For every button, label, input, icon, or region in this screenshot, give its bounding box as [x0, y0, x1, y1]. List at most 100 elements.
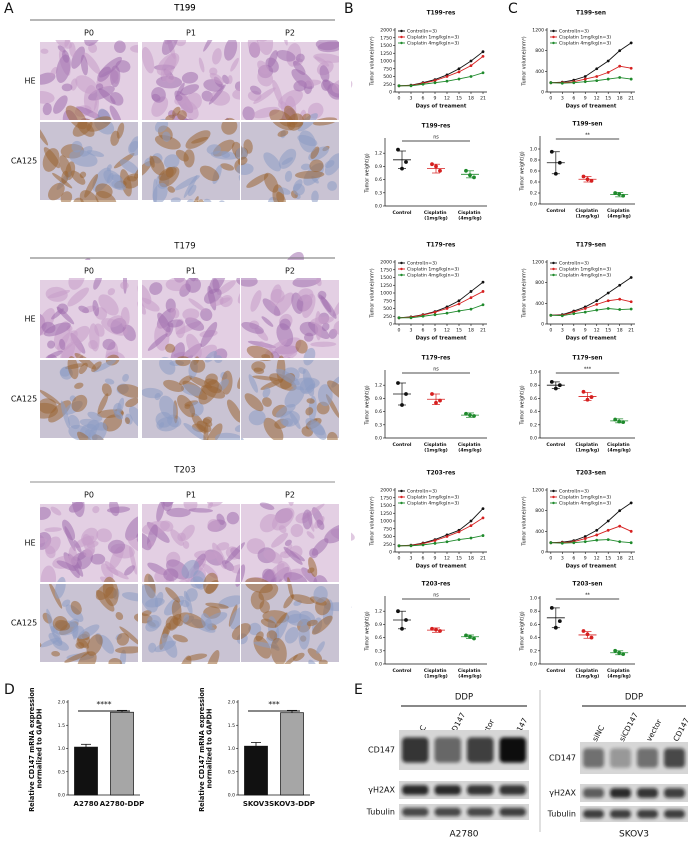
y-tick-label: 0.6	[375, 409, 382, 415]
chart-title: T179-sen	[573, 356, 603, 362]
x-tick-label: 18	[468, 96, 474, 102]
tissue-texture	[165, 277, 189, 292]
tissue-texture	[107, 288, 116, 296]
data-point	[629, 66, 633, 70]
y-tick-label: 0	[541, 90, 544, 96]
tissue-texture	[92, 506, 100, 514]
series-line	[550, 525, 632, 544]
bar	[280, 712, 304, 796]
series-line	[398, 517, 484, 547]
series-line	[550, 502, 632, 544]
x-tick-label: 6	[572, 96, 575, 102]
tissue-texture	[92, 300, 100, 317]
data-point	[629, 541, 633, 545]
data-point	[581, 389, 586, 394]
tissue-texture	[293, 80, 307, 92]
y-axis-label: Tumor weight(g)	[365, 385, 371, 425]
tissue-texture	[95, 589, 115, 612]
tissue-texture	[64, 526, 76, 552]
x-tick-label: SKOV3	[243, 800, 269, 808]
data-point	[549, 380, 554, 384]
tissue-texture	[285, 610, 302, 624]
tissue-texture	[119, 159, 140, 174]
y-tick-label: 1750	[380, 495, 392, 501]
blot-band	[467, 785, 494, 795]
tissue-texture	[165, 114, 175, 122]
tissue-texture	[315, 277, 322, 287]
tissue-texture	[60, 191, 73, 205]
data-point	[595, 75, 599, 78]
data-point	[613, 191, 618, 195]
tissue-texture	[271, 532, 289, 548]
tissue-texture	[70, 600, 82, 615]
tissue-texture	[227, 75, 233, 85]
data-point	[481, 71, 485, 75]
tissue-texture	[290, 523, 304, 538]
y-tick-label: 2000	[380, 260, 392, 266]
tissue-texture	[174, 175, 200, 191]
tissue-texture	[47, 340, 56, 349]
series-line	[550, 77, 632, 84]
x-tick-label: 3	[410, 328, 413, 334]
tissue-texture	[188, 298, 206, 312]
data-point	[457, 77, 461, 81]
x-tick-label: 21	[628, 556, 634, 562]
x-tick-label: Control	[546, 442, 565, 448]
tissue-texture	[316, 641, 325, 654]
x-axis-label: Days of treament	[416, 104, 467, 110]
x-tick-label: 9	[584, 96, 587, 102]
tissue-texture	[263, 152, 282, 172]
column-label: P1	[186, 267, 196, 276]
tissue-texture	[221, 560, 235, 572]
blot-background	[399, 804, 529, 820]
blot-band	[583, 788, 604, 798]
tissue-texture	[165, 587, 181, 603]
tissue-texture	[175, 94, 183, 101]
x-tick-label: 6	[572, 328, 575, 334]
y-tick-label: 0.6	[375, 635, 382, 641]
tissue-texture	[177, 394, 196, 418]
tissue-texture	[270, 288, 285, 303]
tissue-texture	[95, 183, 113, 199]
tissue-texture	[307, 648, 323, 662]
tissue-texture	[61, 170, 69, 184]
data-point	[595, 308, 599, 312]
tissue-texture	[149, 155, 165, 176]
data-point	[469, 307, 473, 311]
x-tick-label: 6	[572, 556, 575, 562]
y-label-group: Tumor volume(mm³)	[522, 268, 528, 318]
tissue-texture	[167, 186, 176, 193]
lane-label: siNC	[590, 724, 606, 743]
y-tick-label: 0	[389, 550, 392, 556]
blot-band	[402, 807, 429, 817]
tissue-texture	[221, 117, 238, 135]
tissue-texture	[158, 166, 177, 181]
tissue-texture	[72, 623, 79, 640]
tissue-texture	[201, 90, 213, 102]
data-point	[629, 300, 633, 304]
column-label: P2	[285, 491, 295, 500]
tissue-texture	[45, 545, 56, 559]
tissue-texture	[282, 417, 294, 427]
y-axis-label: Tumor volume(mm³)	[370, 496, 376, 546]
tissue-texture	[86, 634, 103, 656]
data-point	[481, 54, 485, 58]
tissue-texture	[218, 595, 244, 608]
series-line	[550, 65, 632, 84]
treatment-label: DDP	[455, 693, 473, 703]
tissue-texture	[156, 52, 180, 76]
y-axis-label: Tumor volume(mm³)	[370, 36, 376, 86]
tissue-texture	[53, 95, 68, 114]
y-axis-label: Tumor volume(mm³)	[522, 268, 528, 318]
data-point	[589, 635, 594, 640]
tissue-texture	[252, 106, 280, 119]
tissue-texture	[180, 524, 195, 542]
y-label-group: Tumor weight(g)	[365, 385, 371, 425]
y-tick-label: 0.9	[375, 622, 382, 628]
y-tick-label: 1.2	[375, 383, 382, 389]
row-label: γH2AX	[368, 786, 395, 795]
tissue-texture	[185, 276, 201, 293]
y-tick-label: 800	[535, 280, 544, 286]
tissue-texture	[222, 74, 230, 85]
row-label: CA125	[11, 619, 37, 628]
